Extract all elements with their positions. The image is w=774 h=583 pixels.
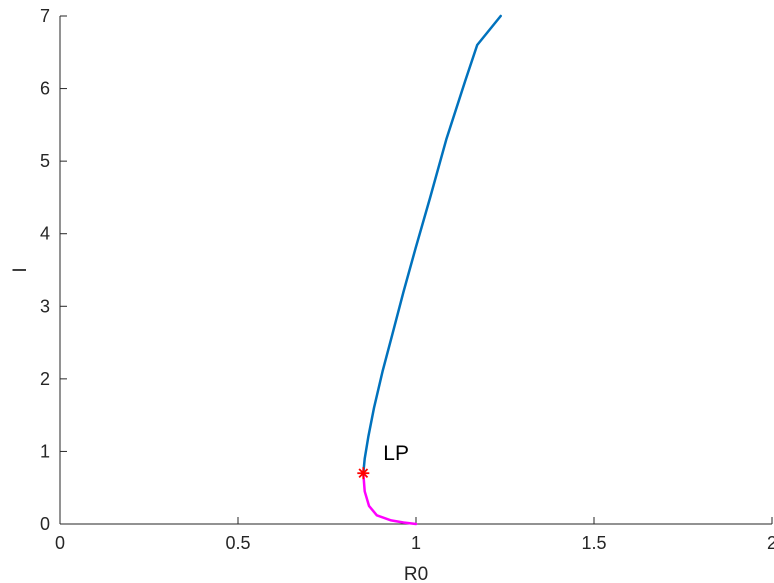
- x-tick-label: 0: [55, 533, 65, 553]
- x-axis-label: R0: [404, 564, 428, 583]
- series-line-1: [362, 14, 502, 475]
- y-tick-label: 3: [40, 296, 50, 316]
- y-tick-label: 6: [40, 79, 50, 99]
- marker-layer: LP: [357, 442, 409, 480]
- x-ticks: 0 0.5 1 1.5 2: [55, 517, 774, 553]
- y-tick-label: 7: [40, 6, 50, 26]
- y-tick-label: 4: [40, 224, 50, 244]
- y-tick-label: 2: [40, 369, 50, 389]
- x-tick-label: 2: [767, 533, 774, 553]
- lp-marker: [357, 467, 370, 480]
- series-line-2: [362, 471, 418, 526]
- x-tick-label: 1: [411, 533, 421, 553]
- y-tick-label: 5: [40, 151, 50, 171]
- y-tick-label: 0: [40, 514, 50, 534]
- y-ticks: 0 1 2 3 4 5 6 7: [40, 6, 67, 534]
- series-layer: [362, 14, 502, 526]
- y-tick-label: 1: [40, 441, 50, 461]
- lp-label: LP: [383, 442, 409, 465]
- plot-area: 0 0.5 1 1.5 2 0 1 2 3 4 5 6 7 LP: [40, 6, 774, 553]
- x-tick-label: 1.5: [581, 533, 606, 553]
- x-tick-label: 0.5: [225, 533, 250, 553]
- y-axis-label: I: [10, 267, 31, 272]
